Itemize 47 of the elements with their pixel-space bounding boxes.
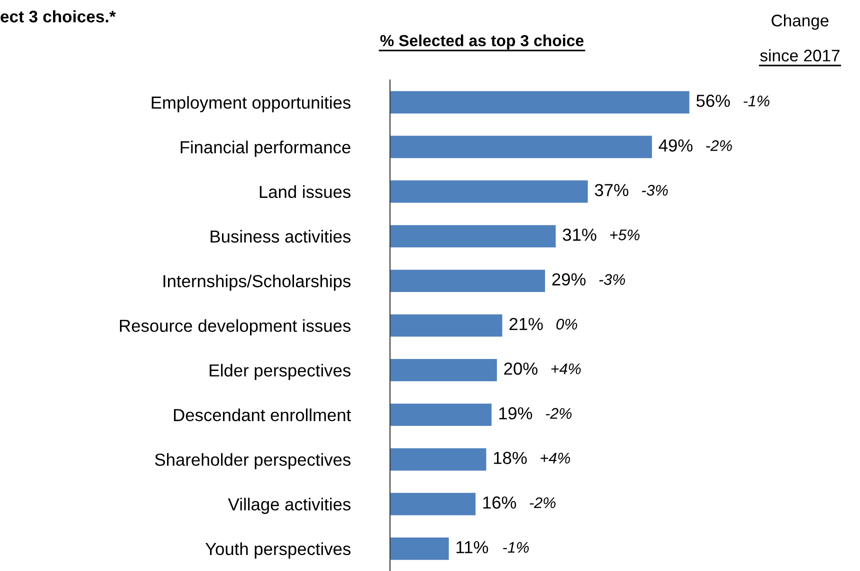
chart-subtitle: % Selected as top 3 choice <box>380 34 584 50</box>
data-label: 20% <box>504 362 538 375</box>
bar <box>390 538 449 560</box>
y-tick-label: Shareholder perspectives <box>155 453 350 470</box>
bar <box>390 136 652 158</box>
annotation: -1% <box>503 542 529 553</box>
data-label: 19% <box>499 407 532 420</box>
annotation: +4% <box>540 452 570 464</box>
annotation: -2% <box>530 497 556 508</box>
text: Change since 2017 <box>760 14 840 62</box>
bar <box>390 404 492 426</box>
annotation: +4% <box>551 363 581 374</box>
annotation: -3% <box>642 184 668 196</box>
text: -1% <box>744 96 770 106</box>
y-tick-label: Land issues <box>260 185 350 198</box>
data-label: 37% <box>594 184 628 196</box>
annotation: 0% <box>556 318 578 330</box>
text: -2% <box>706 140 732 151</box>
data-label: 29% <box>552 273 586 286</box>
bar <box>390 492 476 516</box>
bar <box>390 180 588 203</box>
bar <box>390 270 546 292</box>
data-label: 18% <box>494 452 527 464</box>
data-label: 11% <box>456 541 488 554</box>
annotation: -3% <box>599 274 625 285</box>
data-label: 21% <box>510 318 543 330</box>
y-tick-label: Resource development issues <box>120 319 350 336</box>
y-tick-label: Business activities <box>210 230 350 243</box>
annotation: -2% <box>546 408 572 419</box>
y-tick-label: Financial performance <box>180 140 350 157</box>
bar <box>390 448 486 471</box>
bar <box>390 358 497 382</box>
y-tick-label: Village activities <box>228 498 350 514</box>
text: ect 3 choices.* <box>0 10 116 22</box>
y-tick-label: Descendant enrollment <box>174 408 351 422</box>
bar <box>390 91 690 114</box>
y-tick-label: Elder perspectives <box>210 364 350 380</box>
y-tick-label: Youth perspectives <box>205 542 350 559</box>
annotation: +5% <box>610 230 640 240</box>
bar <box>390 314 502 337</box>
data-label: 56% <box>696 94 730 107</box>
bar <box>390 225 556 248</box>
y-tick-label: Internships/Scholarships <box>164 274 350 291</box>
data-label: 31% <box>562 228 596 241</box>
data-label: 16% <box>483 496 516 509</box>
y-tick-label: Employment opportunities <box>152 96 350 112</box>
data-label: 49% <box>658 139 692 152</box>
